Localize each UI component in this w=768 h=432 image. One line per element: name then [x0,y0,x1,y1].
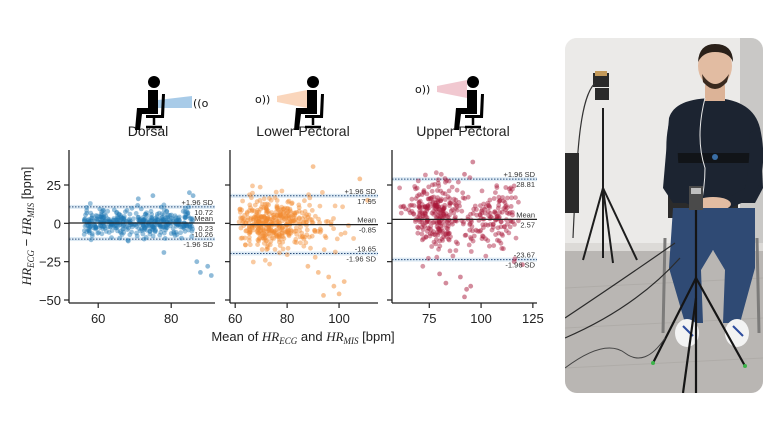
svg-text:-1.96 SD: -1.96 SD [346,254,376,263]
svg-text:o)): o)) [255,93,270,106]
svg-text:+1.96 SD: +1.96 SD [504,170,536,179]
participant-photo-illustration [565,38,763,393]
y-tick-label: −25 [39,255,61,270]
panel-dorsal: Dorsal ((o +1.96 SD10.72Mean0.23-10.26-1.9… [39,76,215,326]
svg-text:((o: ((o [193,97,209,110]
x-tick-label: 60 [91,311,105,326]
svg-text:+1.96 SD: +1.96 SD [182,198,214,207]
x-tick-label: 100 [328,311,350,326]
svg-text:0.23: 0.23 [198,224,213,233]
panel-title: Dorsal [128,123,168,139]
svg-text:28.81: 28.81 [516,180,535,189]
svg-text:-23.67: -23.67 [514,251,535,260]
svg-text:-10.26: -10.26 [192,230,213,239]
svg-text:2.57: 2.57 [520,220,535,229]
y-tick-label: 0 [54,216,61,231]
x-tick-label: 100 [470,311,492,326]
x-tick-label: 125 [522,311,544,326]
scatter-points [397,159,525,300]
x-axis-label: Mean of HRECG and HRMIS [bpm] [211,329,394,346]
y-axis-label: HRECG − HRMIS [bpm] [19,167,36,287]
svg-text:+1.96 SD: +1.96 SD [345,187,377,196]
panel-title: Lower Pectoral [256,123,349,139]
svg-text:-19.65: -19.65 [355,244,376,253]
y-tick-label: −50 [39,293,61,308]
svg-text:HRECG − HRMIS [bpm]: HRECG − HRMIS [bpm] [19,167,36,287]
svg-text:Mean: Mean [516,210,535,219]
svg-text:17.95: 17.95 [357,197,376,206]
panel-title: Upper Pectoral [416,123,509,139]
scatter-points [236,164,370,298]
x-tick-label: 75 [422,311,436,326]
svg-text:-0.85: -0.85 [359,226,376,235]
radar-front-low-icon: o)) [255,76,324,130]
x-tick-label: 60 [228,311,242,326]
x-tick-label: 80 [280,311,294,326]
x-tick-label: 80 [164,311,178,326]
svg-text:Mean: Mean [357,216,376,225]
svg-text:o)): o)) [415,83,430,96]
y-tick-label: 25 [47,178,61,193]
svg-text:10.72: 10.72 [194,208,213,217]
svg-text:-1.96 SD: -1.96 SD [505,261,535,270]
svg-text:-1.96 SD: -1.96 SD [183,240,213,249]
svg-text:Mean of HRECG and HRMIS [bpm]: Mean of HRECG and HRMIS [bpm] [211,329,394,346]
radar-behind-icon: ((o [135,76,209,130]
svg-text:Mean: Mean [194,214,213,223]
participant-photo [565,38,763,393]
radar-front-high-icon: o)) [415,76,484,130]
